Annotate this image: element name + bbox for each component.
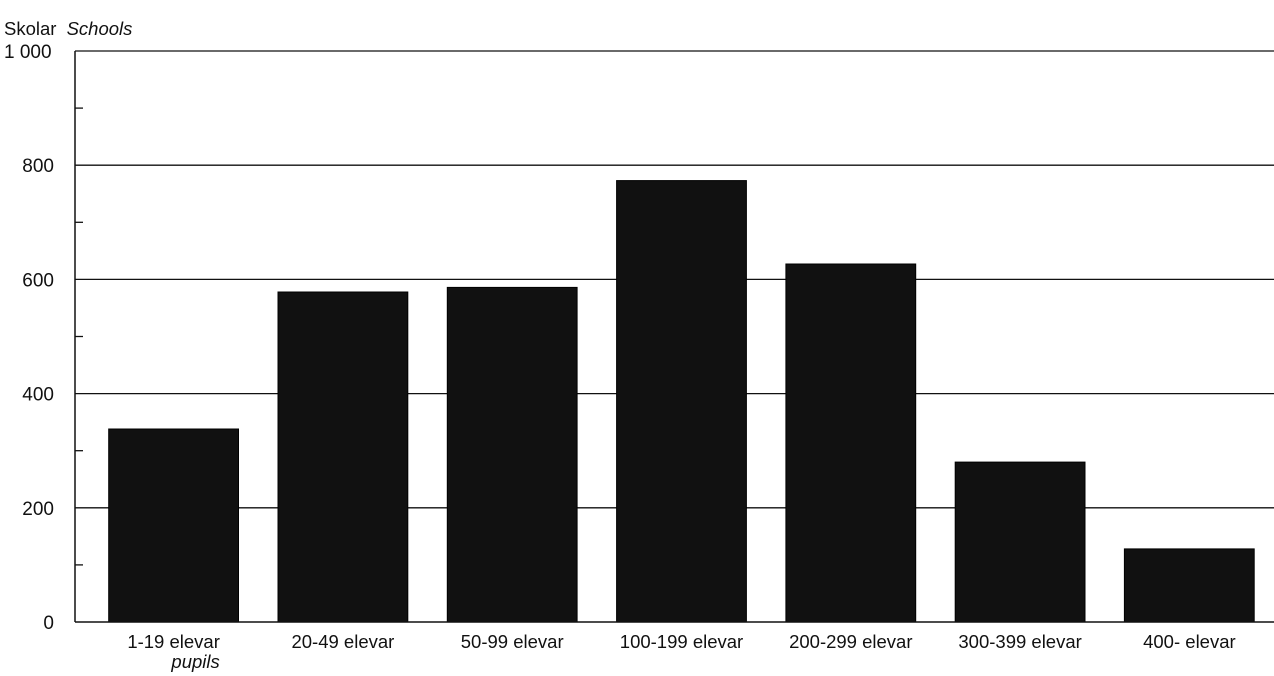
y-tick-label: 1 000 <box>4 42 52 63</box>
x-tick-label: 300-399 elevar <box>958 631 1081 652</box>
chart-title-main: Skolar <box>4 18 56 39</box>
chart-title: Skolar Schools <box>4 18 132 39</box>
bar <box>108 428 239 623</box>
bar <box>785 263 917 623</box>
x-tick-sublabel: pupils <box>170 651 219 672</box>
y-tick-label: 600 <box>22 270 54 291</box>
x-tick-label: 400- elevar <box>1143 631 1236 652</box>
x-tick-label: 50-99 elevar <box>461 631 564 652</box>
bar <box>616 180 747 623</box>
x-tick-label: 20-49 elevar <box>291 631 394 652</box>
y-tick-label: 200 <box>22 499 54 520</box>
x-tick-label: 1-19 elevar <box>127 631 220 652</box>
bar <box>446 286 578 623</box>
bar <box>277 291 409 623</box>
x-tick-label: 100-199 elevar <box>620 631 743 652</box>
bar <box>954 461 1086 623</box>
y-tick-label: 0 <box>43 613 54 634</box>
bars <box>108 180 1255 623</box>
bar <box>1123 548 1255 623</box>
y-axis-ticks: 0 200 400 600 800 1 000 <box>4 42 83 634</box>
y-tick-label: 800 <box>22 156 54 177</box>
x-tick-label: 200-299 elevar <box>789 631 912 652</box>
chart-title-translation: Schools <box>67 18 133 39</box>
y-tick-label: 400 <box>22 385 54 406</box>
